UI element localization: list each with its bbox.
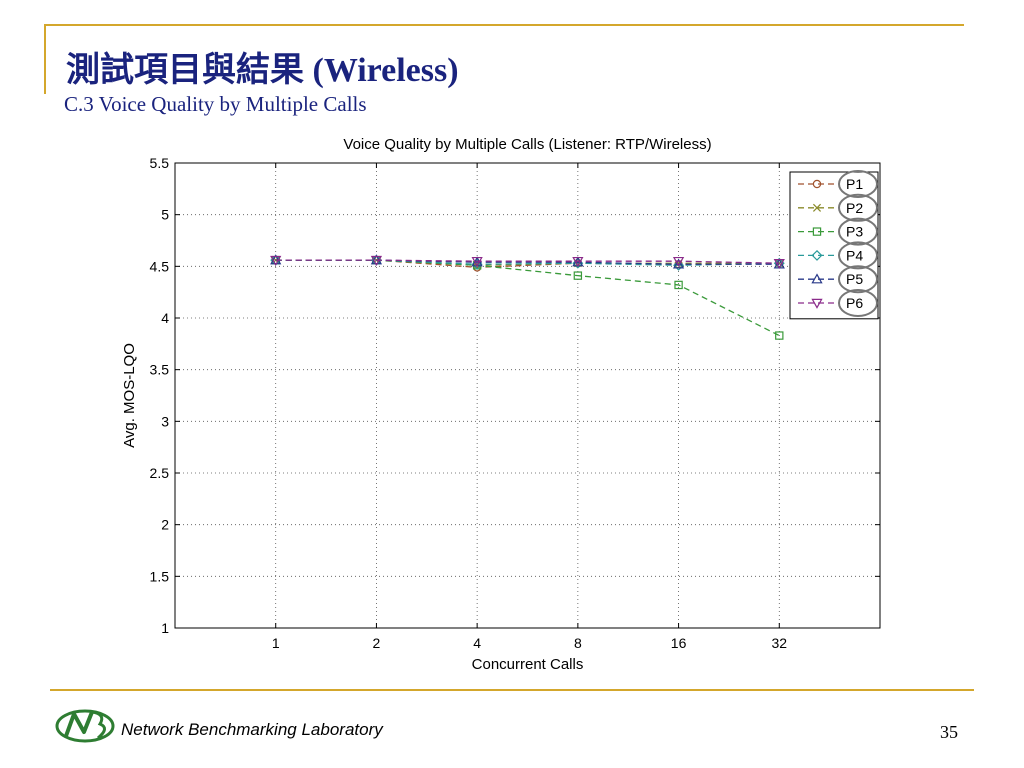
page-number: 35 — [940, 722, 958, 742]
x-tick-label: 32 — [771, 635, 787, 651]
x-tick-label: 2 — [373, 635, 381, 651]
x-tick-label: 8 — [574, 635, 582, 651]
legend-marker-p1 — [812, 179, 822, 189]
y-tick-label: 2.5 — [150, 465, 170, 481]
legend-box — [789, 171, 879, 320]
x-axis-label: Concurrent Calls — [472, 656, 584, 673]
x-tick-label: 1 — [272, 635, 280, 651]
legend-highlight-ring — [838, 170, 878, 198]
plot-area — [175, 163, 880, 628]
series-line-p6 — [275, 259, 780, 264]
chart-title: Voice Quality by Multiple Calls (Listene… — [343, 136, 711, 153]
legend-label-p5: P5 — [846, 271, 863, 287]
y-axis-label: Avg. MOS-LQO — [121, 343, 138, 448]
legend-marker-p6 — [811, 298, 823, 309]
nbl-logo-icon — [55, 709, 115, 743]
y-tick-label: 2 — [161, 517, 169, 533]
legend-label-p6: P6 — [846, 295, 863, 311]
x-tick-label: 16 — [671, 635, 687, 651]
slide-title: 測試項目與結果 (Wireless) — [66, 52, 459, 89]
legend-label-p4: P4 — [846, 247, 863, 263]
data-point-p6 — [270, 255, 282, 266]
left-rule — [44, 24, 46, 94]
bottom-rule — [50, 689, 974, 691]
y-tick-label: 1 — [161, 620, 169, 636]
data-point-p6 — [572, 256, 584, 267]
y-tick-label: 1.5 — [150, 568, 170, 584]
data-point-p3 — [775, 331, 784, 340]
legend-highlight-ring — [838, 217, 878, 246]
legend-marker-p5 — [811, 273, 823, 284]
y-tick-label: 4 — [161, 310, 169, 326]
data-point-p6 — [471, 256, 483, 267]
data-point-p6 — [672, 256, 685, 267]
legend-marker-p3 — [812, 227, 822, 236]
plot-frame — [174, 162, 881, 629]
slide-subtitle: C.3 Voice Quality by Multiple Calls — [64, 92, 367, 116]
legend-highlight-ring — [838, 265, 878, 294]
y-tick-label: 4.5 — [150, 258, 170, 274]
legend-marker-p4 — [811, 249, 823, 261]
legend-highlight-ring — [838, 289, 878, 317]
y-tick-label: 5.5 — [150, 155, 170, 171]
legend-label-p2: P2 — [846, 200, 863, 216]
data-point-p6 — [773, 259, 785, 270]
y-tick-label: 3 — [161, 413, 169, 429]
legend-highlight-ring — [838, 241, 878, 270]
legend-marker-p2 — [812, 203, 822, 212]
data-point-p6 — [370, 255, 383, 266]
legend-label-p3: P3 — [846, 224, 863, 240]
x-tick-label: 4 — [473, 635, 481, 651]
data-point-p3 — [573, 271, 583, 280]
data-point-p5 — [672, 258, 685, 269]
y-tick-label: 5 — [161, 207, 169, 223]
top-rule — [44, 24, 964, 26]
legend-label-p1: P1 — [846, 176, 863, 192]
data-point-p3 — [674, 280, 683, 290]
footer-org-name: Network Benchmarking Laboratory — [121, 720, 383, 739]
legend-highlight-ring — [838, 193, 878, 222]
y-tick-label: 3.5 — [150, 362, 170, 378]
